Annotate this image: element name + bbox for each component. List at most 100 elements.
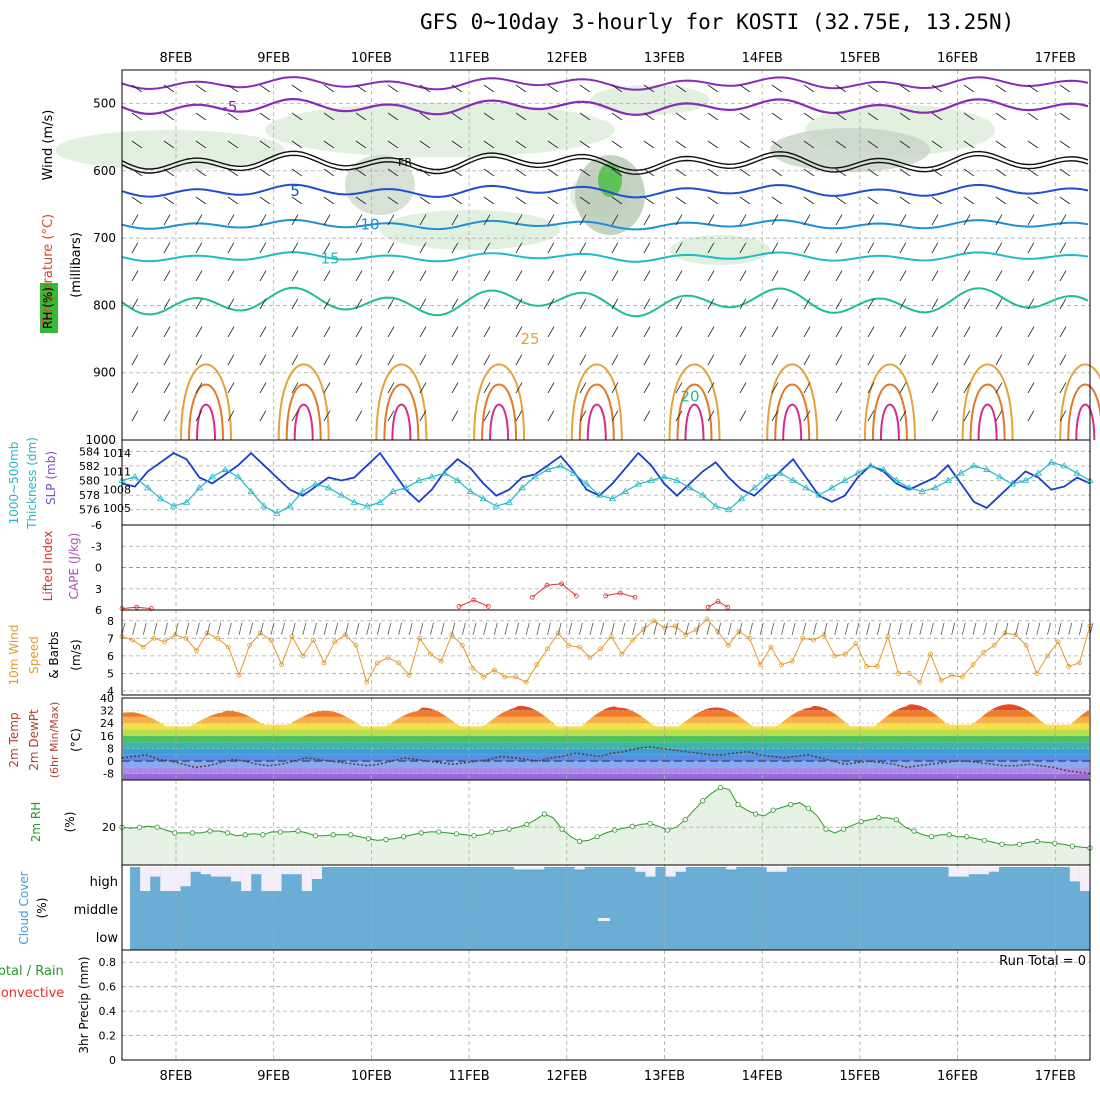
- wind-barb: [419, 196, 431, 205]
- wind-barb-10m: [259, 622, 264, 635]
- rh-point: [1052, 840, 1058, 846]
- rh-point: [506, 826, 512, 832]
- slp-tick-label: 1008: [103, 484, 131, 497]
- wind-barb: [1027, 298, 1035, 310]
- cloud-label-middle: middle: [74, 903, 118, 918]
- wind-barb: [1027, 242, 1035, 254]
- wind-barb: [739, 326, 747, 338]
- wind-barb: [611, 270, 619, 282]
- rh-point: [312, 833, 319, 839]
- wind-barb: [387, 326, 395, 338]
- mb-tick-label: 900: [93, 366, 116, 380]
- wind-speed-point: [896, 671, 901, 676]
- wind-barb: [1059, 354, 1067, 366]
- wind-barb: [675, 270, 683, 282]
- wind-barb: [515, 354, 523, 366]
- wind-barb: [515, 84, 527, 93]
- wind-barb: [355, 168, 367, 177]
- wind-barb: [419, 270, 427, 282]
- wind-barb: [611, 168, 623, 177]
- wind-barb: [259, 214, 267, 226]
- wind-barb: [515, 214, 523, 226]
- thick-tick-label: 576: [79, 504, 100, 517]
- wind-barb: [803, 196, 815, 205]
- wind-barb-10m: [770, 622, 775, 635]
- wind-speed-point: [438, 658, 444, 664]
- wind-speed-point: [811, 637, 816, 643]
- wind-barb: [931, 168, 943, 177]
- axis-label-millibars: (millibars): [69, 232, 84, 298]
- thickness-marker: [402, 484, 410, 491]
- wind-speed-point: [842, 651, 848, 657]
- cloud-gap-bar: [241, 867, 252, 891]
- wind-tick-label: 7: [107, 632, 114, 645]
- wind-barb-10m: [483, 622, 488, 635]
- wind-barb: [963, 242, 971, 254]
- thickness-marker: [505, 498, 513, 505]
- wind-barb: [995, 84, 1007, 93]
- wind-barb: [643, 242, 651, 254]
- wind-barb: [483, 84, 495, 93]
- wind-barb: [387, 270, 395, 282]
- wind-barb: [803, 382, 811, 394]
- wind-barb: [195, 354, 203, 366]
- thickness-marker: [518, 484, 526, 491]
- wind-barb-10m: [430, 622, 434, 635]
- wind-speed-point: [130, 637, 136, 643]
- wind-barb: [355, 84, 367, 93]
- wind-barb: [227, 298, 235, 310]
- wind-barb: [675, 326, 683, 338]
- thickness-marker: [389, 487, 397, 494]
- cloud-gap-bar: [766, 867, 777, 872]
- slp-tick-label: 1014: [103, 447, 131, 460]
- wind-barb: [387, 382, 395, 394]
- wind-barb: [675, 112, 687, 121]
- wind-barb: [739, 112, 751, 121]
- temp-tick-label: 8: [107, 742, 114, 755]
- wind-barb: [515, 140, 527, 149]
- wind-barb-10m: [238, 622, 243, 635]
- wind-barb: [195, 112, 207, 121]
- wind-barb: [547, 84, 559, 93]
- thick-tick-label: 580: [79, 475, 100, 488]
- wind-speed-point: [853, 641, 859, 646]
- wind-barb: [131, 84, 143, 93]
- temp-tick-label: 40: [100, 692, 114, 705]
- wind-barb: [419, 242, 427, 254]
- lifted-index-point: [544, 582, 550, 588]
- thickness-marker: [828, 484, 836, 491]
- wind-barb: [931, 84, 943, 93]
- wind-speed-point: [938, 678, 944, 683]
- wind-barb: [867, 84, 879, 93]
- axis-label-cloud: Cloud Cover: [17, 871, 31, 944]
- rh-point: [928, 834, 935, 840]
- wind-barb: [259, 270, 267, 282]
- wind-barb: [707, 270, 715, 282]
- wind-barb: [771, 270, 779, 282]
- wind-barb-10m: [983, 622, 988, 635]
- thick-tick-label: 582: [79, 460, 100, 473]
- wind-barb: [163, 410, 171, 422]
- wind-barb-10m: [536, 622, 541, 635]
- wind-barb: [1027, 410, 1035, 422]
- wind-barb: [195, 298, 203, 310]
- wind-barb: [643, 168, 655, 177]
- wind-barb-10m: [355, 622, 360, 635]
- wind-speed-point: [577, 644, 582, 650]
- lifted-index-point: [715, 599, 721, 604]
- wind-barb: [867, 140, 879, 149]
- wind-speed-point: [236, 672, 242, 678]
- rh-point: [999, 841, 1005, 847]
- wind-barb: [547, 242, 555, 254]
- wind-barb: [1027, 354, 1035, 366]
- cloud-gap-bar: [311, 867, 322, 879]
- wind-barb: [707, 196, 719, 205]
- lifted-index-line: [531, 583, 577, 598]
- thickness-marker: [415, 476, 423, 483]
- rh-point: [700, 798, 706, 804]
- axis-label-thick-a: 1000~500mb: [7, 442, 21, 525]
- wind-barb-10m: [919, 622, 924, 635]
- thickness-marker: [595, 491, 604, 498]
- wind-barb: [675, 140, 687, 149]
- wind-barb-10m: [472, 622, 477, 635]
